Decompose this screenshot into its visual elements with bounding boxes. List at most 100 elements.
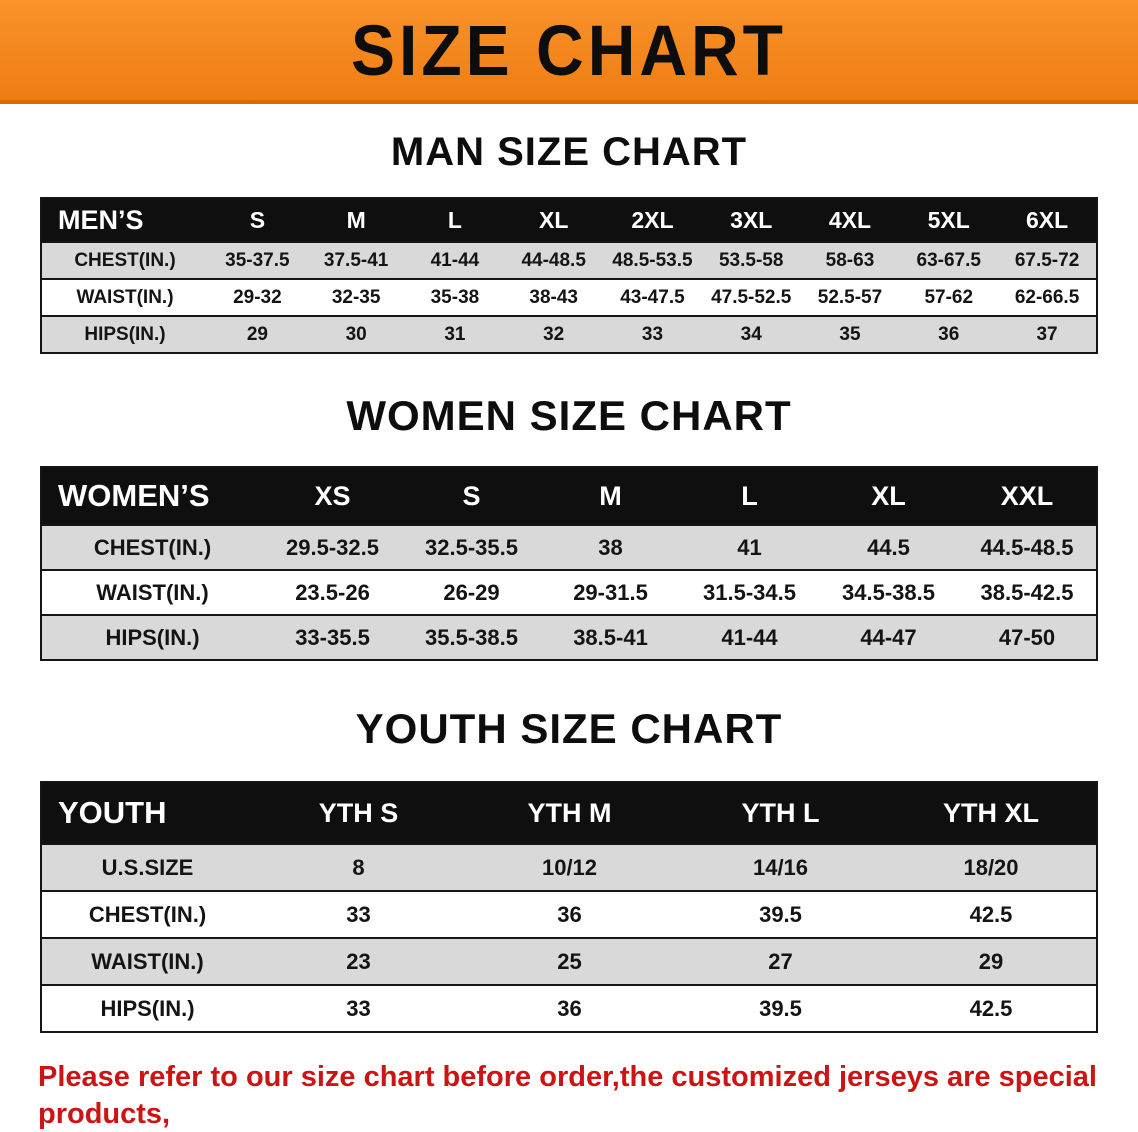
size-value: 48.5-53.5 (612, 249, 693, 271)
size-column-header: S (462, 480, 481, 511)
size-value: 34 (740, 323, 762, 345)
table-group-label: WOMEN’S (58, 478, 210, 513)
size-value: 32 (543, 323, 565, 345)
size-column-header: L (447, 206, 462, 233)
size-value: 52.5-57 (817, 286, 883, 308)
size-value: 62-66.5 (1014, 286, 1080, 308)
size-value: 29.5-32.5 (286, 534, 379, 560)
size-value: 35-37.5 (225, 249, 290, 271)
size-column-header: XS (314, 480, 351, 511)
size-value: 31.5-34.5 (703, 579, 796, 605)
size-column-header: 6XL (1025, 206, 1069, 233)
table-row: WAIST(IN.) 23 25 27 29 (41, 938, 1097, 985)
size-column-header: XL (538, 206, 569, 233)
women-chart-heading: WOMEN SIZE CHART (346, 392, 792, 439)
size-value: 35-38 (430, 286, 480, 308)
size-column-header: YTH XL (942, 797, 1039, 828)
size-value: 43-47.5 (620, 286, 685, 308)
size-value: 36 (557, 995, 582, 1021)
size-value: 29-31.5 (573, 579, 648, 605)
size-column-header: YTH L (741, 797, 820, 828)
size-value: 44-47 (860, 624, 917, 650)
size-value: 8 (352, 854, 365, 880)
size-value: 32-35 (331, 286, 381, 308)
table-row: WAIST(IN.) 23.5-26 26-29 29-31.5 31.5-34.5 34… (41, 570, 1097, 615)
men-size-table: MEN’S S M L XL 2XL 3XL 4XL 5XL 6XL CHEST(IN.) 35-37… (40, 197, 1098, 354)
size-value: 37.5-41 (323, 249, 389, 271)
size-column-header: M (346, 206, 366, 233)
women-size-table: WOMEN’S XS S M L XL XXL CHEST(IN.) 29.5-32.5 32.5… (40, 466, 1098, 661)
size-value: 33 (346, 995, 371, 1021)
table-header-row: MEN’S S M L XL 2XL 3XL 4XL 5XL 6XL (41, 198, 1097, 242)
size-column-header: 2XL (631, 206, 674, 233)
size-value: 18/20 (963, 854, 1019, 880)
size-value: 14/16 (752, 854, 809, 880)
size-column-header: M (599, 480, 622, 511)
size-value: 38.5-42.5 (980, 579, 1074, 605)
size-value: 57-62 (924, 286, 974, 308)
size-column-header: L (741, 480, 758, 511)
size-column-header: 5XL (927, 206, 970, 233)
disclaimer-text: Please refer to our size chart before or… (38, 1059, 1100, 1132)
table-group-label: MEN’S (58, 204, 144, 235)
table-row: HIPS(IN.) 33 36 39.5 42.5 (41, 985, 1097, 1032)
size-value: 47-50 (998, 624, 1056, 650)
size-value: 44.5 (867, 534, 910, 560)
youth-size-table: YOUTH YTH S YTH M YTH L YTH XL U.S.SIZE 8 10/12… (40, 781, 1098, 1033)
size-value: 42.5 (969, 995, 1013, 1021)
table-row: CHEST(IN.) 29.5-32.5 32.5-35.5 38 41 44.5 44.5… (41, 525, 1097, 570)
size-value: 41-44 (430, 249, 480, 271)
size-value: 38.5-41 (573, 624, 648, 650)
size-value: 33 (641, 323, 664, 345)
size-value: 37 (1036, 323, 1058, 345)
table-row: HIPS(IN.) 33-35.5 35.5-38.5 38.5-41 41-44 44-… (41, 615, 1097, 660)
section-men: MAN SIZE CHART MEN’S S M L XL 2XL 3XL 4XL 5XL 6XL… (0, 130, 1138, 354)
size-value: 39.5 (759, 995, 802, 1021)
size-value: 33-35.5 (295, 624, 370, 650)
size-column-header: 4XL (828, 206, 872, 233)
size-value: 25 (557, 948, 582, 974)
size-value: 58-63 (825, 249, 875, 271)
size-value: 35.5-38.5 (425, 624, 518, 650)
row-label: WAIST(IN.) (96, 579, 209, 605)
size-value: 29-32 (233, 286, 282, 308)
size-value: 36 (938, 323, 960, 345)
section-youth: YOUTH SIZE CHART YOUTH YTH S YTH M YTH L YTH… (0, 705, 1138, 1033)
size-column-header: YTH M (527, 797, 612, 828)
men-chart-heading: MAN SIZE CHART (390, 130, 748, 174)
size-value: 29 (978, 948, 1004, 974)
size-column-header: S (249, 206, 266, 233)
size-value: 10/12 (541, 854, 598, 880)
size-value: 26-29 (443, 579, 500, 605)
youth-chart-heading: YOUTH SIZE CHART (355, 705, 783, 752)
size-value: 23.5-26 (295, 579, 370, 605)
size-value: 34.5-38.5 (842, 579, 935, 605)
size-value: 39.5 (759, 901, 802, 927)
size-value: 38 (598, 534, 623, 560)
size-value: 31 (444, 323, 466, 345)
table-row: HIPS(IN.) 29 30 31 32 33 34 35 36 37 (41, 316, 1097, 353)
section-women: WOMEN SIZE CHART WOMEN’S XS S M L XL XXL CHEST(… (0, 392, 1138, 661)
size-value: 42.5 (969, 901, 1013, 927)
size-value: 33 (346, 901, 371, 927)
size-value: 27 (768, 948, 793, 974)
row-label: HIPS(IN.) (105, 624, 200, 650)
size-value: 35 (839, 323, 861, 345)
size-value: 47.5-52.5 (711, 286, 792, 308)
size-column-header: XL (871, 480, 906, 511)
size-value: 29 (246, 323, 268, 345)
table-header-row: WOMEN’S XS S M L XL XXL (41, 467, 1097, 525)
row-label: WAIST(IN.) (91, 948, 204, 974)
size-value: 67.5-72 (1014, 249, 1080, 271)
size-value: 44-48.5 (521, 249, 586, 271)
size-chart-banner: SIZE CHART (0, 0, 1138, 104)
row-label: CHEST(IN.) (74, 249, 176, 271)
row-label: HIPS(IN.) (84, 323, 166, 345)
table-row: CHEST(IN.) 33 36 39.5 42.5 (41, 891, 1097, 938)
table-row: U.S.SIZE 8 10/12 14/16 18/20 (41, 844, 1097, 891)
table-group-label: YOUTH (58, 795, 167, 830)
size-chart-title: SIZE CHART (351, 10, 787, 90)
size-value: 32.5-35.5 (425, 534, 518, 560)
size-value: 38-43 (529, 286, 578, 308)
